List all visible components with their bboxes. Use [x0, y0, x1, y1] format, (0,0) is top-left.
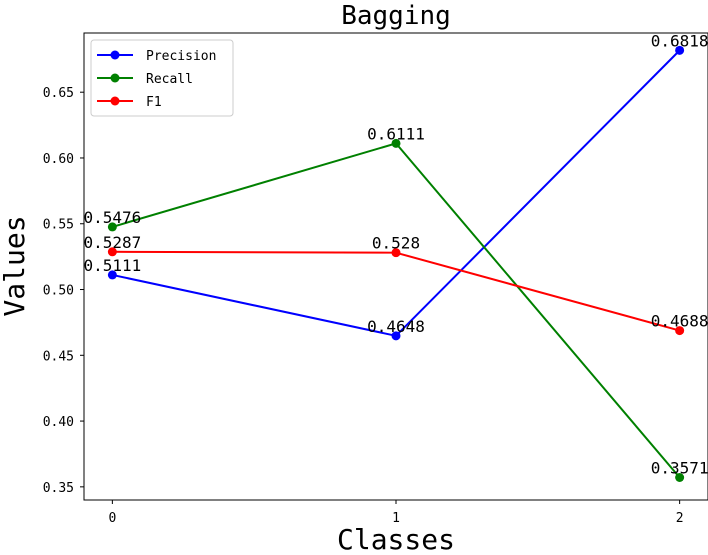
data-point-precision: [107, 270, 117, 280]
data-point-recall: [391, 138, 401, 148]
data-label-precision: 0.5111: [83, 256, 141, 275]
y-tick-label: 0.45: [43, 349, 74, 364]
y-tick-label: 0.65: [43, 86, 74, 101]
data-label-f1: 0.528: [372, 234, 420, 253]
data-point-f1: [391, 248, 401, 258]
y-tick-label: 0.55: [43, 218, 74, 233]
x-axis-label: Classes: [337, 523, 455, 555]
y-tick-label: 0.40: [43, 415, 74, 430]
x-tick-label: 0: [108, 511, 116, 526]
legend-marker: [110, 50, 120, 60]
y-tick-label: 0.35: [43, 481, 74, 496]
series-points: [107, 45, 685, 483]
data-point-recall: [675, 473, 685, 483]
data-point-precision: [391, 331, 401, 341]
x-tick-label: 2: [676, 511, 684, 526]
legend-box: [90, 39, 234, 117]
data-point-f1: [675, 326, 685, 336]
data-label-f1: 0.4688: [651, 312, 708, 331]
y-tick-label: 0.50: [43, 284, 74, 299]
data-label-precision: 0.4648: [367, 317, 425, 336]
data-label-recall: 0.3571: [651, 459, 708, 478]
y-axis-label: Values: [0, 215, 31, 316]
x-axis: 0 1 2: [108, 500, 684, 526]
y-tick-label: 0.60: [43, 152, 74, 167]
y-axis: 0.35 0.40 0.45 0.50 0.55 0.60 0.65: [43, 86, 84, 496]
data-point-f1: [107, 247, 117, 257]
chart-title: Bagging: [341, 1, 451, 31]
data-label-recall: 0.6111: [367, 124, 425, 143]
series-line-recall: [112, 142, 681, 479]
legend: Precision Recall F1: [90, 39, 234, 117]
data-point-precision: [675, 45, 685, 55]
legend-marker: [110, 73, 120, 83]
legend-label: F1: [146, 95, 162, 110]
data-label-recall: 0.5476: [83, 208, 141, 227]
data-point-recall: [107, 222, 117, 232]
data-label-precision: 0.6818: [651, 31, 708, 50]
legend-label: Precision: [146, 49, 216, 64]
legend-label: Recall: [146, 72, 193, 87]
x-tick-label: 1: [392, 511, 400, 526]
legend-marker: [110, 96, 120, 106]
data-label-f1: 0.5287: [83, 233, 141, 252]
data-labels: 0.5111 0.4648 0.6818 0.5476 0.6111 0.3571 0.52…: [83, 31, 708, 477]
